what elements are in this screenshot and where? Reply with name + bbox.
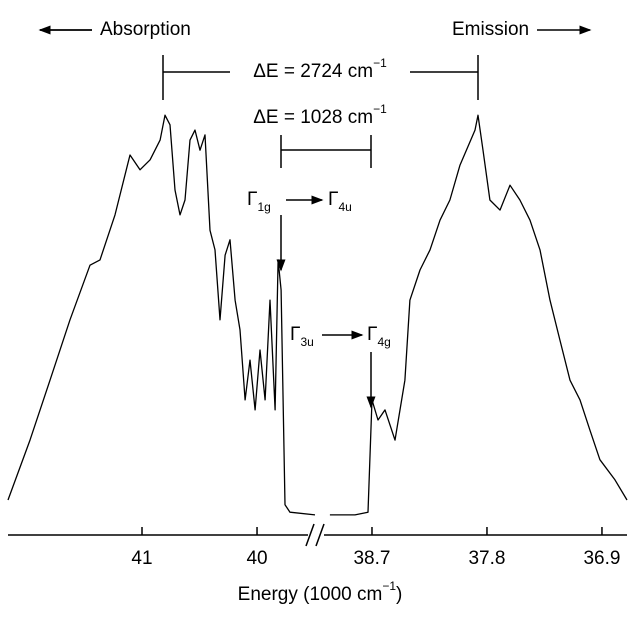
series-name: Absorption [100, 19, 191, 40]
x-axis-label: Energy (1000 cm−1) [238, 579, 403, 605]
series-name: Emission [452, 19, 529, 40]
symbol: Γ [328, 189, 338, 210]
annotation: ΔE = 2724 cm−1 [253, 56, 387, 82]
x-tick-label: 37.8 [468, 548, 505, 569]
delta-e-bracket [38, 25, 592, 409]
annotation: Γ3u [290, 324, 314, 349]
axis-break [305, 523, 325, 547]
annotation-sup: −1 [373, 56, 387, 70]
subscript: 1g [257, 200, 270, 214]
spectrum-line [7, 114, 316, 516]
label-sup: −1 [382, 579, 396, 593]
x-tick-label: 38.7 [353, 548, 390, 569]
symbol: Γ [367, 324, 377, 345]
x-tick-label: 40 [246, 548, 267, 569]
subscript: 3u [300, 335, 313, 349]
x-tick-label: 36.9 [583, 548, 620, 569]
spectrum-line [329, 114, 628, 516]
annotation: Γ1g [247, 189, 271, 214]
annotation-text: ΔE = 2724 cm [253, 61, 373, 82]
label-text: ) [396, 584, 402, 605]
label-text: Energy (1000 cm [238, 584, 383, 605]
annotation: Γ4g [367, 324, 391, 349]
annotation-text: ΔE = 1028 cm [253, 107, 373, 128]
subscript: 4g [377, 335, 390, 349]
subscript: 4u [338, 200, 351, 214]
symbol: Γ [247, 189, 257, 210]
annotation: ΔE = 1028 cm−1 [253, 102, 387, 128]
x-tick-label: 41 [131, 548, 152, 569]
symbol: Γ [290, 324, 300, 345]
annotation-sup: −1 [373, 102, 387, 116]
annotation: Γ4u [328, 189, 352, 214]
